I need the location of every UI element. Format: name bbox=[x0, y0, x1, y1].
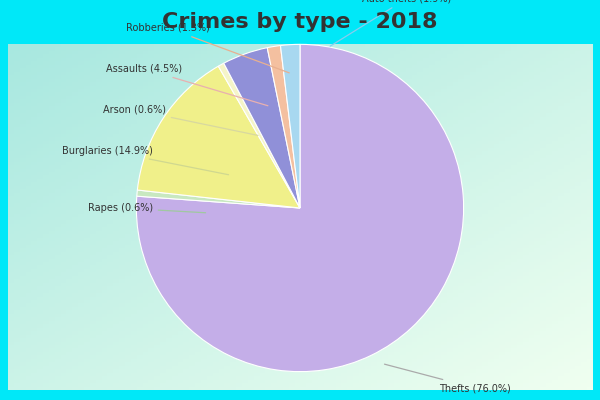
Wedge shape bbox=[224, 48, 300, 208]
Text: Arson (0.6%): Arson (0.6%) bbox=[103, 105, 258, 136]
Text: Auto thefts (1.9%): Auto thefts (1.9%) bbox=[330, 0, 451, 46]
Text: Thefts (76.0%): Thefts (76.0%) bbox=[385, 364, 511, 393]
Wedge shape bbox=[137, 190, 300, 208]
Wedge shape bbox=[267, 46, 300, 208]
Wedge shape bbox=[280, 44, 300, 208]
Wedge shape bbox=[137, 66, 300, 208]
Text: Crimes by type - 2018: Crimes by type - 2018 bbox=[162, 12, 438, 32]
Wedge shape bbox=[136, 44, 464, 372]
Text: Assaults (4.5%): Assaults (4.5%) bbox=[106, 64, 268, 106]
Text: Robberies (1.3%): Robberies (1.3%) bbox=[126, 23, 289, 73]
Text: Rapes (0.6%): Rapes (0.6%) bbox=[88, 203, 206, 213]
Text: Burglaries (14.9%): Burglaries (14.9%) bbox=[62, 146, 229, 175]
Wedge shape bbox=[218, 63, 300, 208]
